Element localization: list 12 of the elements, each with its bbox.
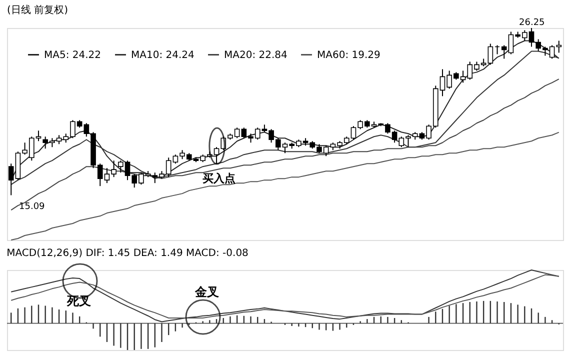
annotation: 金叉: [194, 285, 219, 299]
annotation: 死叉: [66, 294, 91, 308]
legend-label: MA60: 19.29: [317, 50, 380, 61]
chart-title: (日线 前复权): [7, 4, 68, 16]
legend-label: MA5: 24.22: [44, 50, 102, 61]
annotation: 26.25: [519, 18, 545, 28]
text: 15.09: [19, 202, 46, 212]
legend-label: MA10: 24.24: [131, 50, 194, 61]
legend-label: MA20: 22.84: [224, 50, 288, 61]
annotation: 买入点: [202, 172, 236, 185]
candlestick: [488, 43, 494, 66]
chart-title: MACD(12,26,9) DIF: 1.45 DEA: 1.49 MACD: -0.08: [6, 248, 248, 259]
